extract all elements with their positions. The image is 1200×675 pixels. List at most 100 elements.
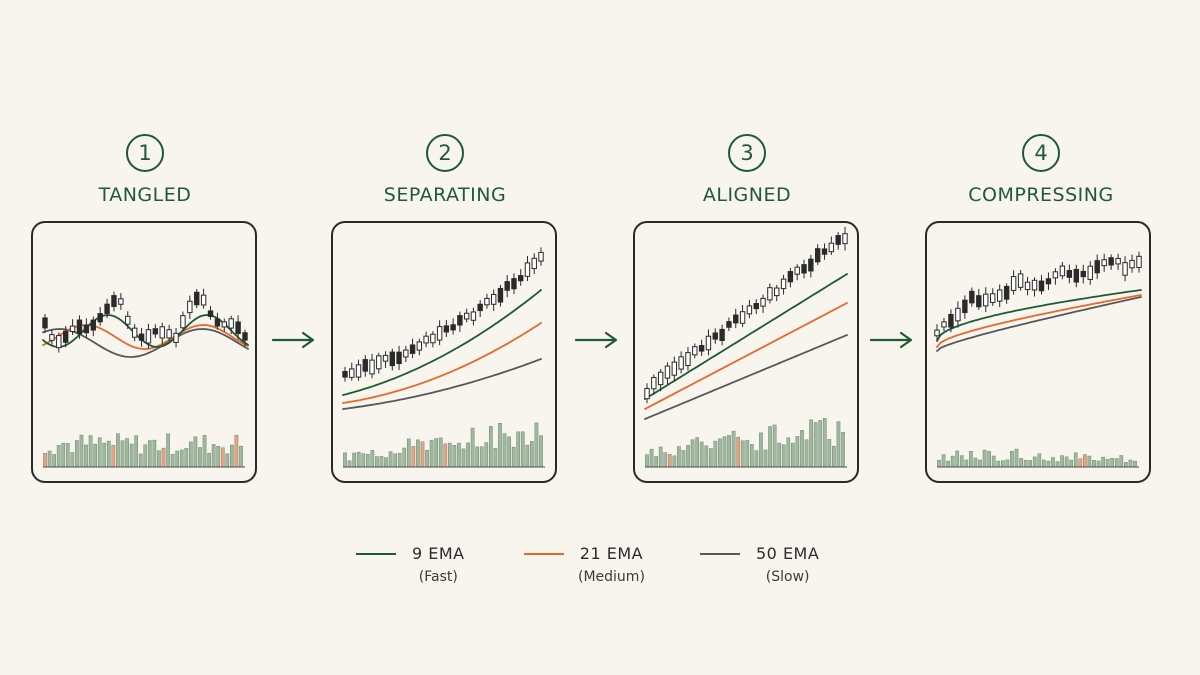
volume-bar: [713, 440, 718, 468]
ema-9-line: [42, 314, 249, 348]
volume-bar: [43, 453, 47, 468]
volume-bar: [356, 451, 361, 468]
candle-body: [497, 287, 504, 303]
candle-body: [342, 370, 348, 378]
candle-body: [990, 293, 996, 303]
legend-item-9-ema: 9 EMA (Fast): [356, 544, 465, 585]
volume-bar: [211, 444, 216, 468]
volume-bar: [832, 445, 836, 468]
volume-bar: [202, 435, 207, 468]
candle-body: [235, 321, 241, 335]
ema-9-line: [644, 273, 848, 400]
volume-bar: [447, 442, 452, 468]
volume-bar: [393, 453, 397, 468]
candle-body: [1031, 279, 1038, 291]
candle-body: [125, 315, 131, 325]
volume-bar: [1087, 455, 1092, 468]
candle-body: [518, 275, 524, 282]
volume-bar: [1083, 454, 1087, 468]
volume-bar: [681, 450, 686, 468]
volume-bar: [152, 439, 157, 468]
candle-body: [1052, 271, 1059, 279]
volume-bar: [420, 441, 425, 468]
volume-bar: [667, 454, 672, 468]
candle-body: [62, 330, 69, 343]
candle-body: [780, 278, 787, 290]
candle-body: [969, 290, 975, 304]
volume-bar: [1064, 456, 1069, 468]
volume-bar: [507, 436, 511, 468]
volume-bar: [800, 430, 804, 468]
volume-bar: [416, 439, 420, 468]
volume-bar: [166, 433, 170, 468]
volume-bar: [955, 450, 960, 468]
candle-body: [705, 335, 712, 351]
candle-body: [1087, 265, 1093, 280]
legend-label: 21 EMA: [579, 544, 644, 563]
candle-body: [180, 315, 186, 329]
volume-bar: [813, 422, 818, 468]
candle-body: [242, 332, 248, 341]
ema-50-line: [644, 334, 848, 420]
legend-item-21-ema: 21 EMA (Medium): [522, 544, 645, 585]
candle-body: [726, 321, 732, 328]
candle-body: [214, 318, 221, 327]
candle-body: [409, 344, 416, 354]
volume-bar: [397, 452, 402, 468]
volume-bar: [352, 452, 356, 468]
legend-sublabel: (Fast): [418, 569, 458, 585]
candle-body: [753, 303, 759, 310]
volume-bar: [429, 440, 434, 468]
volume-bar: [973, 457, 978, 468]
candle-body: [131, 327, 138, 338]
candle-body: [173, 332, 179, 343]
volume-bar: [686, 445, 690, 468]
candle-body: [376, 355, 382, 370]
volume-bar: [411, 446, 416, 468]
candle-body: [821, 248, 828, 255]
volume-bar: [525, 444, 530, 468]
candle-body: [477, 303, 483, 312]
candle-body: [490, 294, 497, 305]
volume-bar: [61, 442, 66, 468]
volume-bar: [220, 447, 225, 468]
volume-bar: [147, 440, 152, 468]
volume-bar: [777, 442, 782, 468]
volume-bar: [677, 446, 681, 468]
candle-body: [1038, 280, 1045, 292]
volume-bar: [649, 448, 654, 468]
volume-bar: [343, 452, 347, 468]
volume-bar: [1078, 458, 1083, 468]
volume-bar: [193, 436, 198, 468]
candle-body: [801, 264, 807, 274]
volume-bar: [937, 459, 941, 468]
volume-bar: [106, 440, 111, 468]
volume-bar: [690, 439, 695, 468]
candle-body: [524, 262, 531, 277]
volume-bar: [982, 449, 987, 468]
volume-bar: [795, 436, 800, 468]
candle-body: [436, 326, 443, 341]
volume-bar: [645, 454, 649, 468]
candle-body: [685, 352, 691, 367]
candle-body: [651, 377, 657, 390]
candle-body: [484, 297, 490, 306]
volume-bar: [402, 447, 407, 468]
volume-bar: [79, 434, 84, 468]
stage-2-header: 2 SEPARATING: [330, 134, 560, 206]
volume-bar: [116, 433, 120, 468]
volume-bar: [1014, 448, 1019, 468]
volume-bar: [470, 427, 475, 468]
ema-50-line: [936, 296, 1142, 352]
volume-bar: [207, 452, 211, 468]
volume-bar: [125, 438, 129, 468]
volume-bar: [234, 434, 239, 468]
volume-bar: [511, 446, 516, 468]
volume-bar: [1124, 462, 1128, 468]
volume-bar: [216, 445, 221, 468]
volume-bar: [809, 419, 813, 468]
stage-2-chart: [342, 247, 545, 468]
candle-body: [403, 349, 409, 358]
volume-bar: [1133, 460, 1137, 468]
volume-bar: [443, 443, 448, 468]
